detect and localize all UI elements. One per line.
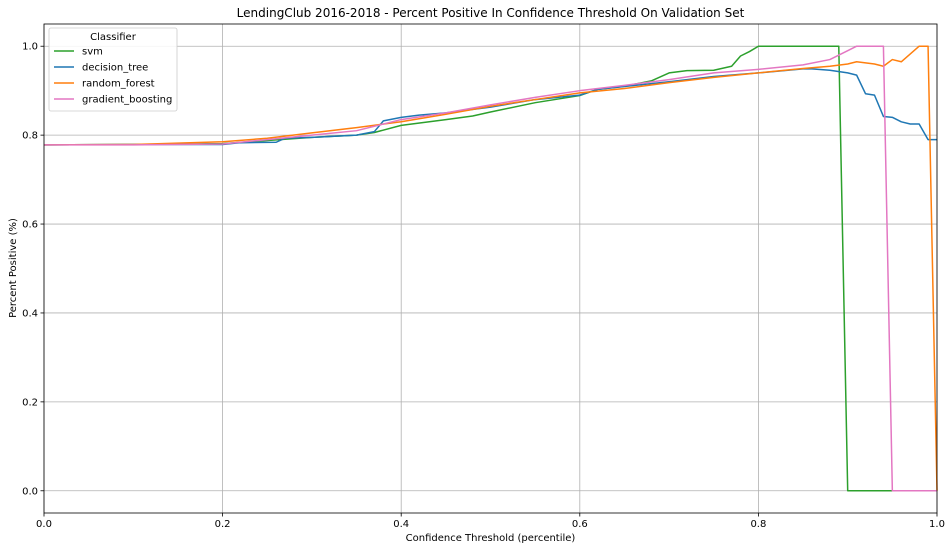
y-tick-label: 0.8 [22, 131, 38, 142]
y-axis-ticks: 0.0 0.2 0.4 0.6 0.8 1.0 [22, 42, 44, 497]
x-tick-label: 0.2 [215, 519, 231, 530]
legend-label: random_forest [82, 79, 155, 90]
legend-title: Classifier [90, 32, 137, 43]
x-axis-label: Confidence Threshold (percentile) [406, 533, 576, 544]
x-axis-ticks: 0.0 0.2 0.4 0.6 0.8 1.0 [36, 513, 945, 530]
chart-title: LendingClub 2016-2018 - Percent Positive… [237, 6, 745, 20]
y-tick-label: 0.2 [22, 397, 38, 408]
series-group [43, 45, 938, 492]
series-line-decision-tree [43, 68, 937, 146]
y-axis-label: Percent Positive (%) [8, 218, 19, 318]
y-tick-label: 0.4 [22, 308, 38, 319]
series-line-random-forest [43, 45, 938, 491]
x-tick-label: 1.0 [929, 519, 945, 530]
y-tick-label: 0.6 [22, 220, 38, 231]
grid [43, 24, 938, 513]
x-tick-label: 0.0 [36, 519, 52, 530]
plot-frame [43, 23, 938, 514]
y-tick-label: 0.0 [22, 486, 38, 497]
x-tick-label: 0.8 [750, 519, 766, 530]
x-tick-label: 0.6 [572, 519, 588, 530]
legend-box [48, 27, 178, 112]
legend-label: gradient_boosting [82, 95, 172, 106]
legend-label: svm [82, 47, 103, 58]
legend: Classifier svm decision_tree random_forestg… [48, 27, 178, 112]
x-tick-label: 0.4 [393, 519, 409, 530]
legend-label: decision_tree [82, 63, 148, 74]
series-line-gradient-boosting [44, 45, 937, 492]
y-tick-label: 1.0 [22, 42, 38, 53]
